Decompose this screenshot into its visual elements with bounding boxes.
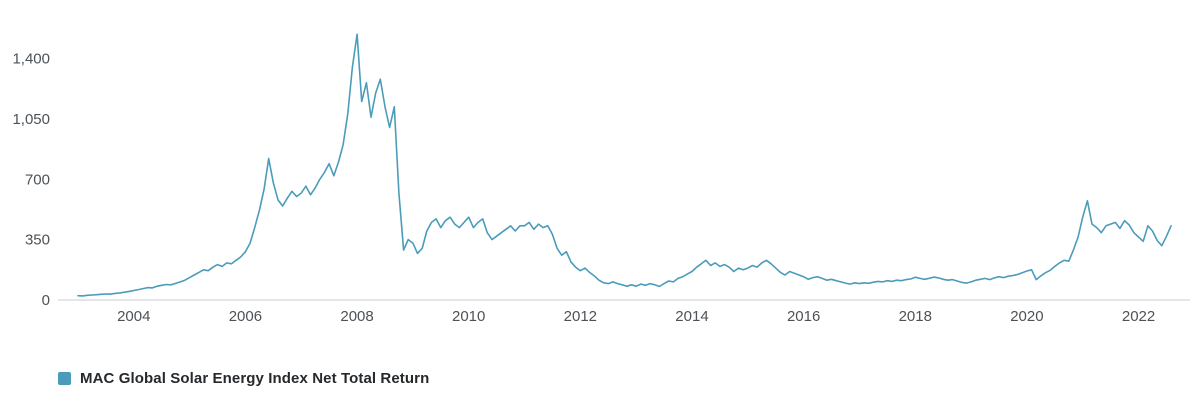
chart-canvas: 0 350 700 1,050 1,400 2004 2006 2008 2010 2012 201… (12, 33, 1190, 325)
line-chart: 0 350 700 1,050 1,400 2004 2006 2008 2010 2012 201… (0, 10, 1200, 333)
series-line (77, 33, 1172, 297)
x-tick-label: 2016 (787, 308, 820, 325)
x-tick-label: 2022 (1122, 308, 1155, 325)
x-tick-label: 2008 (340, 308, 373, 325)
x-tick-label: 2004 (117, 308, 150, 325)
y-tick-label: 700 (25, 171, 50, 188)
y-tick-label: 350 (25, 232, 50, 249)
legend-label: MAC Global Solar Energy Index Net Total … (80, 370, 430, 387)
legend: MAC Global Solar Energy Index Net Total … (58, 370, 429, 387)
legend-swatch (58, 372, 71, 385)
x-tick-label: 2020 (1010, 308, 1043, 325)
x-tick-label: 2014 (675, 308, 708, 325)
x-tick-label: 2006 (229, 308, 262, 325)
x-tick-label: 2018 (899, 308, 932, 325)
x-tick-label: 2010 (452, 308, 485, 325)
y-tick-label: 1,400 (12, 51, 50, 68)
y-tick-label: 1,050 (12, 111, 50, 128)
x-tick-label: 2012 (564, 308, 597, 325)
y-tick-label: 0 (42, 292, 50, 309)
